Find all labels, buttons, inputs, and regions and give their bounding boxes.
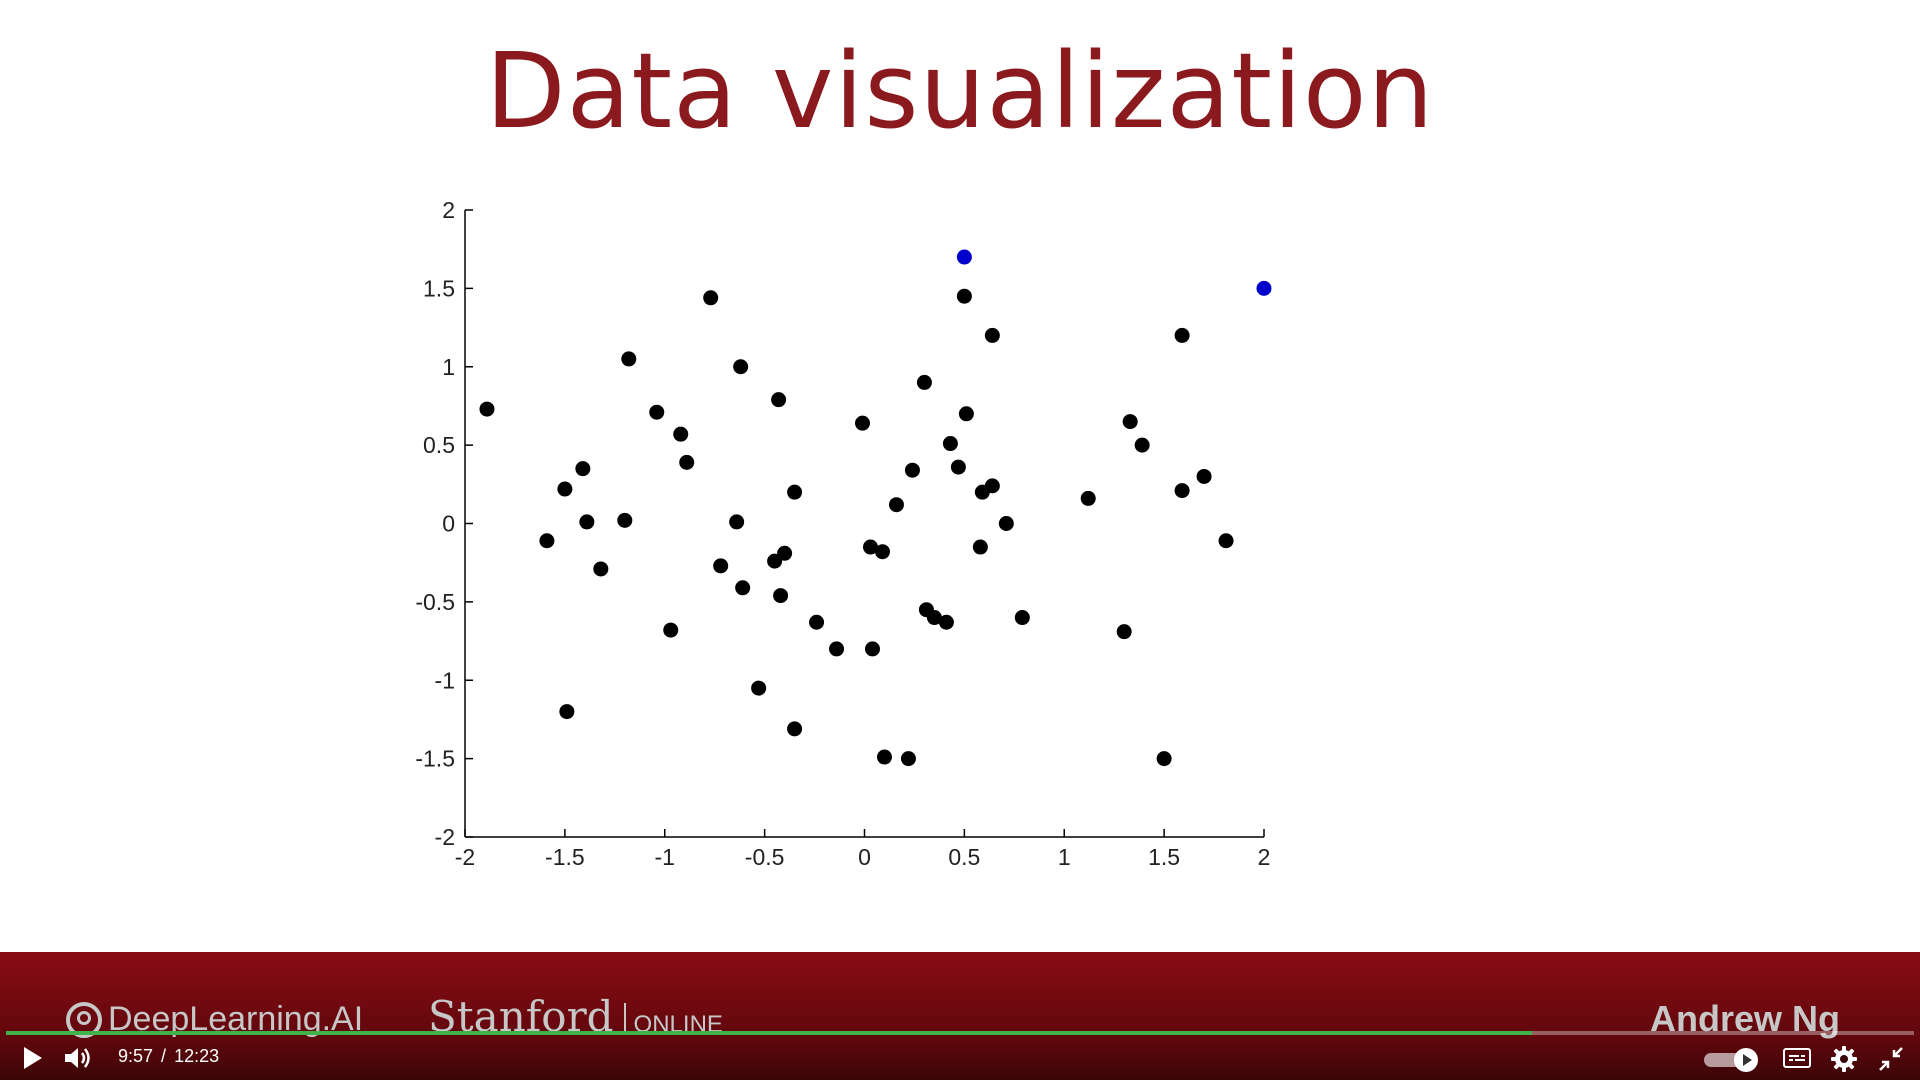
- scatter-chart: -2 -1.5 -1 -0.5 0 0.5 1 1.5 2 2 1.5 1 0.5 0 -0.5 -1 -1.5…: [415, 197, 1272, 870]
- data-point: [938, 614, 954, 630]
- y-tick-label: 2: [442, 197, 455, 223]
- video-controls: 9:57 / 12:23: [0, 1038, 1920, 1080]
- x-tick-label: -2: [455, 844, 475, 870]
- data-point: [855, 415, 871, 431]
- data-point: [904, 462, 920, 478]
- data-point: [787, 721, 803, 737]
- data-point: [809, 614, 825, 630]
- data-point: [729, 514, 745, 530]
- data-point: [673, 426, 689, 442]
- y-tick-label: 1.5: [423, 275, 455, 301]
- y-tick-label: 1: [442, 354, 455, 380]
- data-point: [916, 374, 932, 390]
- data-point: [864, 641, 880, 657]
- data-point: [1218, 533, 1234, 549]
- x-tick-label: -1.5: [545, 844, 585, 870]
- x-tick-label: 1: [1058, 844, 1071, 870]
- data-point: [956, 288, 972, 304]
- time-display: 9:57 / 12:23: [118, 1046, 219, 1067]
- deeplearning-ai-logo-icon: [66, 1001, 102, 1038]
- play-button[interactable]: [22, 1045, 44, 1071]
- data-point: [1014, 610, 1030, 626]
- y-tick-label: -2: [435, 824, 455, 850]
- data-point: [874, 544, 890, 560]
- data-point: [1122, 414, 1138, 430]
- data-point: [579, 514, 595, 530]
- data-point: [735, 580, 751, 596]
- data-point: [1174, 327, 1190, 343]
- autoplay-icon: [1734, 1048, 1758, 1072]
- volume-button[interactable]: [62, 1044, 92, 1072]
- data-point: [787, 484, 803, 500]
- data-point: [663, 622, 679, 638]
- x-tick-label: 0.5: [948, 844, 980, 870]
- y-tick-label: 0: [442, 511, 455, 537]
- data-point: [771, 392, 787, 408]
- data-point: [900, 751, 916, 767]
- data-point: [984, 478, 1000, 494]
- y-tick-label: -1.5: [415, 746, 455, 772]
- captions-button[interactable]: [1782, 1046, 1812, 1070]
- slide-title: Data visualization: [485, 30, 1435, 152]
- x-tick-label: -0.5: [745, 844, 785, 870]
- volume-icon: [65, 1048, 90, 1068]
- video-progress-fill: [6, 1031, 1533, 1035]
- data-point: [888, 497, 904, 513]
- data-point: [1174, 483, 1190, 499]
- duration: 12:23: [174, 1046, 220, 1066]
- data-point: [1116, 624, 1132, 640]
- data-point: [559, 704, 575, 720]
- x-tick-label: 0: [858, 844, 871, 870]
- data-point: [557, 481, 573, 497]
- data-point: [862, 539, 878, 555]
- data-point: [713, 558, 729, 574]
- exit-fullscreen-icon: [1879, 1047, 1903, 1071]
- data-point: [876, 749, 892, 765]
- data-point: [649, 404, 665, 420]
- x-tick-label: 2: [1258, 844, 1271, 870]
- autoplay-toggle[interactable]: [1704, 1048, 1760, 1072]
- highlighted-data-point: [1256, 280, 1272, 296]
- data-point: [773, 588, 789, 604]
- data-point: [926, 610, 942, 626]
- data-point: [617, 512, 633, 528]
- data-point: [593, 561, 609, 577]
- data-point: [998, 516, 1014, 531]
- y-tick-label: -1: [435, 667, 455, 693]
- logo-divider: [623, 1003, 626, 1035]
- data-point: [621, 351, 637, 367]
- data-point: [777, 545, 793, 561]
- data-point: [1156, 751, 1172, 767]
- data-point: [703, 290, 719, 306]
- data-point: [575, 461, 591, 477]
- speaker-name: Andrew Ng: [1649, 998, 1840, 1039]
- x-tick-label: 1.5: [1148, 844, 1180, 870]
- captions-icon: [1783, 1048, 1811, 1068]
- data-point: [829, 641, 845, 657]
- settings-button[interactable]: [1830, 1045, 1858, 1073]
- exit-fullscreen-button[interactable]: [1878, 1046, 1904, 1072]
- data-point: [1080, 490, 1096, 506]
- data-point: [942, 436, 958, 452]
- data-point: [751, 680, 767, 696]
- data-point: [950, 459, 966, 475]
- y-tick-label: 0.5: [423, 432, 455, 458]
- highlighted-data-point: [956, 249, 972, 265]
- data-point: [1134, 437, 1150, 453]
- settings-icon: [1831, 1046, 1857, 1072]
- y-tick-label: -0.5: [415, 589, 455, 615]
- data-point: [958, 406, 974, 422]
- data-point: [1196, 468, 1212, 484]
- data-point: [733, 359, 749, 375]
- time-separator: /: [161, 1046, 167, 1066]
- data-point: [679, 454, 695, 470]
- data-point: [539, 533, 555, 549]
- x-tick-label: -1: [655, 844, 675, 870]
- data-point: [479, 401, 495, 417]
- video-progress-bar[interactable]: [6, 1031, 1914, 1035]
- data-point: [972, 539, 988, 555]
- slide: Data visualization -2 -1.5 -1 -0.5 0 0.5 1 1.5 2…: [415, 30, 1435, 870]
- current-time: 9:57: [118, 1046, 154, 1066]
- data-point: [984, 327, 1000, 343]
